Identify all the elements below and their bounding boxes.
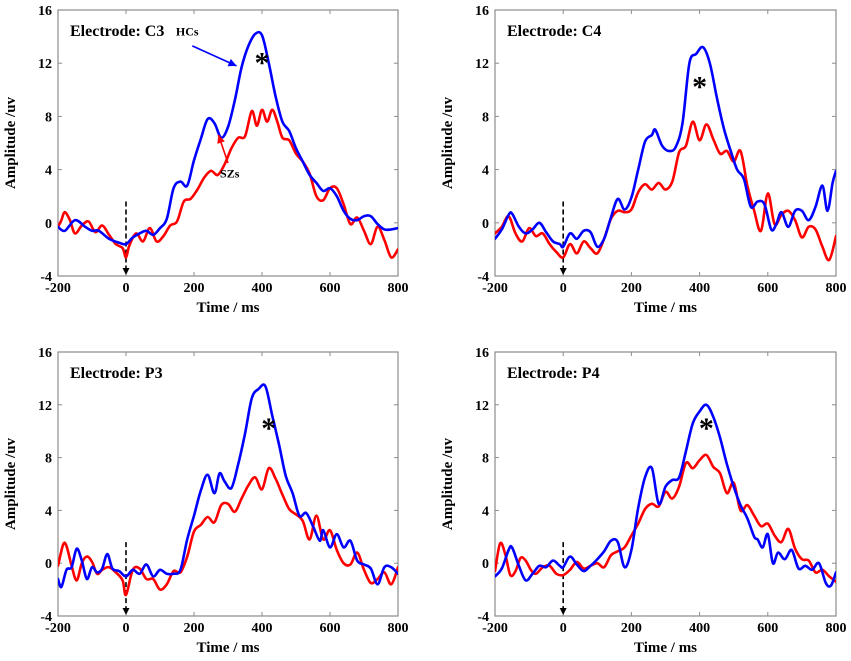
x-tick-label: 800 (826, 281, 847, 296)
x-tick-label: 800 (826, 621, 847, 636)
electrode-title: Electrode: P4 (507, 365, 600, 382)
annotation-hcs: HCs (176, 24, 199, 38)
series-line-hcs (58, 383, 398, 589)
y-tick-label: 4 (482, 504, 489, 519)
significance-marker: * (261, 412, 276, 445)
x-tick-label: 400 (689, 281, 710, 296)
x-tick-label: 400 (689, 621, 710, 636)
panel-p3: -200 0 200 400 600 800 -4 0 4 8 12 16 Time / ms Ampli… (3, 346, 409, 656)
y-tick-label: 12 (38, 399, 52, 414)
x-tick-label: 800 (388, 281, 409, 296)
y-axis-label: Amplitude /uv (440, 437, 456, 530)
x-tick-label: 200 (184, 281, 205, 296)
y-tick-label: -4 (477, 270, 489, 285)
x-tick-label: 600 (757, 281, 778, 296)
x-tick-label: 600 (320, 621, 341, 636)
electrode-title: Electrode: C4 (507, 23, 601, 40)
y-tick-label: 4 (45, 504, 52, 519)
y-tick-label: 12 (475, 399, 489, 414)
annotation-szs: SZs (220, 167, 240, 181)
x-tick-label: 200 (621, 281, 642, 296)
y-tick-label: 12 (38, 57, 52, 72)
stimulus-onset-arrowhead (559, 608, 567, 615)
plot-frame (494, 9, 837, 277)
x-tick-label: 400 (252, 281, 273, 296)
x-tick-label: 600 (757, 621, 778, 636)
y-tick-label: 0 (45, 557, 52, 572)
x-tick-label: -200 (482, 621, 508, 636)
x-axis-label: Time / ms (196, 300, 259, 316)
annotation-arrowhead-hcs (227, 58, 237, 67)
y-tick-label: 16 (475, 4, 489, 19)
stimulus-onset-arrowhead (559, 268, 567, 275)
stimulus-onset-arrowhead (122, 608, 130, 615)
x-tick-label: 600 (320, 281, 341, 296)
electrode-title: Electrode: C3 (70, 23, 164, 40)
y-tick-label: 0 (482, 217, 489, 232)
x-axis-label: Time / ms (196, 640, 259, 656)
x-tick-label: 200 (184, 621, 205, 636)
significance-marker: * (255, 47, 270, 80)
y-tick-label: 0 (45, 217, 52, 232)
x-tick-label: 400 (252, 621, 273, 636)
x-axis-label: Time / ms (634, 640, 697, 656)
y-tick-label: 8 (45, 452, 52, 467)
x-tick-label: -200 (482, 281, 508, 296)
significance-marker: * (692, 70, 707, 103)
y-tick-label: 4 (482, 164, 489, 179)
y-axis-label: Amplitude /uv (3, 437, 19, 530)
series-line-hcs (58, 30, 398, 246)
panel-c3: -200 0 200 400 600 800 -4 0 4 8 12 16 Time / ms Ampli… (3, 4, 409, 316)
x-tick-label: 0 (123, 621, 130, 636)
y-tick-label: 0 (482, 557, 489, 572)
x-tick-label: 0 (560, 281, 567, 296)
plot-frame (494, 351, 837, 617)
plot-frame (57, 9, 399, 277)
stimulus-onset-arrowhead (122, 268, 130, 275)
y-tick-label: 8 (482, 110, 489, 125)
series-line-szs (58, 108, 398, 259)
y-tick-label: 4 (45, 164, 52, 179)
y-tick-label: -4 (477, 610, 489, 625)
x-axis-label: Time / ms (634, 300, 697, 316)
y-axis-label: Amplitude /uv (440, 96, 456, 189)
y-tick-label: 16 (475, 346, 489, 361)
x-tick-label: 800 (388, 621, 409, 636)
series-line-hcs (495, 403, 836, 588)
significance-marker: * (699, 412, 714, 445)
annotation-arrowhead-szs (217, 135, 225, 144)
y-tick-label: 8 (482, 452, 489, 467)
y-tick-label: 8 (45, 110, 52, 125)
x-tick-label: 0 (560, 621, 567, 636)
x-tick-label: -200 (45, 621, 71, 636)
x-tick-label: -200 (45, 281, 71, 296)
panel-p4: -200 0 200 400 600 800 -4 0 4 8 12 16 Time / ms Ampli… (440, 346, 847, 656)
y-tick-label: 16 (38, 4, 52, 19)
x-tick-label: 200 (621, 621, 642, 636)
series-line-hcs (495, 45, 836, 249)
panel-c4: -200 0 200 400 600 800 -4 0 4 8 12 16 Time / ms Ampli… (440, 4, 847, 316)
y-tick-label: 16 (38, 346, 52, 361)
y-tick-label: 12 (475, 57, 489, 72)
plot-frame (57, 351, 399, 617)
annotation-arrow-hcs (191, 45, 237, 67)
y-axis-label: Amplitude /uv (3, 96, 19, 189)
electrode-title: Electrode: P3 (70, 365, 163, 382)
x-tick-label: 0 (123, 281, 130, 296)
y-tick-label: -4 (40, 610, 52, 625)
series-line-szs (495, 453, 836, 583)
series-line-szs (495, 120, 836, 262)
y-tick-label: -4 (40, 270, 52, 285)
